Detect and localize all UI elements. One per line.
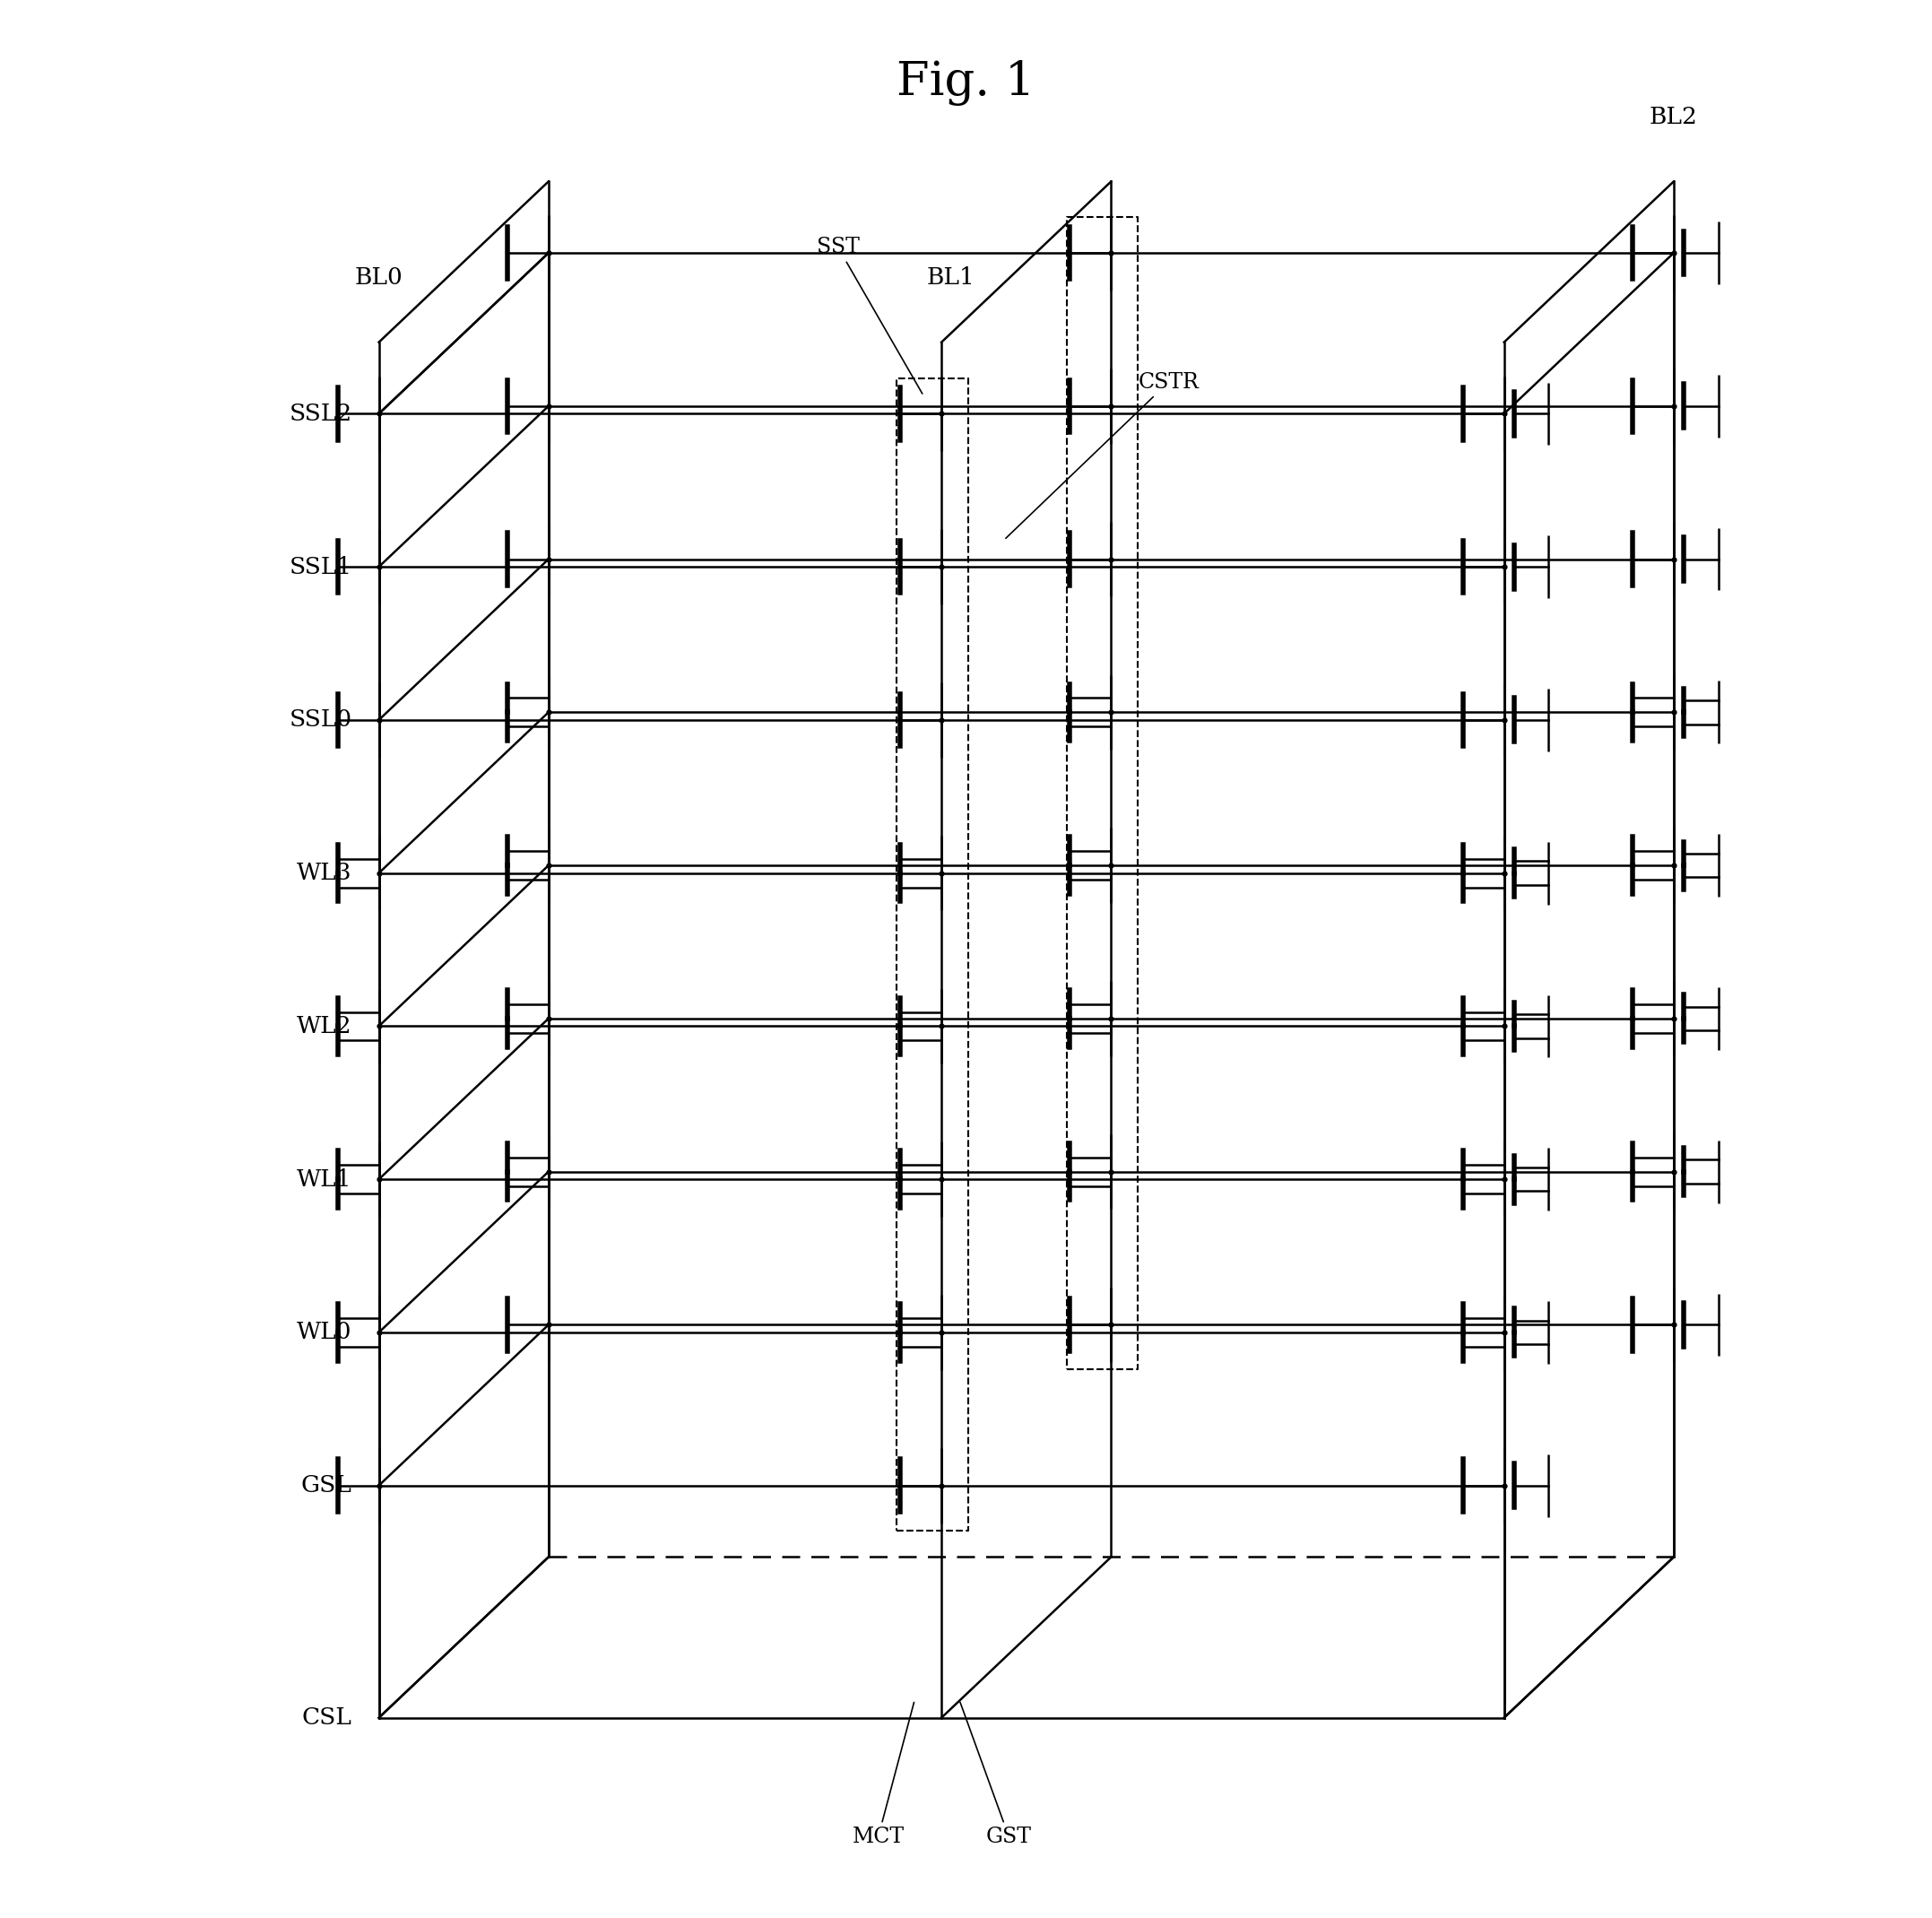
Text: BL1: BL1 bbox=[925, 267, 974, 290]
Text: CSL: CSL bbox=[301, 1707, 352, 1728]
Text: BL2: BL2 bbox=[1650, 105, 1698, 129]
Text: SST: SST bbox=[817, 236, 922, 393]
Text: GSL: GSL bbox=[301, 1475, 352, 1496]
Text: BL0: BL0 bbox=[355, 267, 404, 290]
Text: MCT: MCT bbox=[852, 1703, 914, 1847]
Text: WL0: WL0 bbox=[298, 1322, 352, 1345]
Text: WL1: WL1 bbox=[298, 1168, 352, 1191]
Text: SSL1: SSL1 bbox=[290, 556, 352, 577]
Text: SSL2: SSL2 bbox=[290, 403, 352, 426]
Text: GST: GST bbox=[960, 1703, 1032, 1847]
Text: WL2: WL2 bbox=[298, 1015, 352, 1038]
Text: WL3: WL3 bbox=[298, 861, 352, 884]
Text: SSL0: SSL0 bbox=[290, 710, 352, 731]
Text: Fig. 1: Fig. 1 bbox=[896, 59, 1036, 105]
Text: CSTR: CSTR bbox=[1007, 372, 1198, 539]
